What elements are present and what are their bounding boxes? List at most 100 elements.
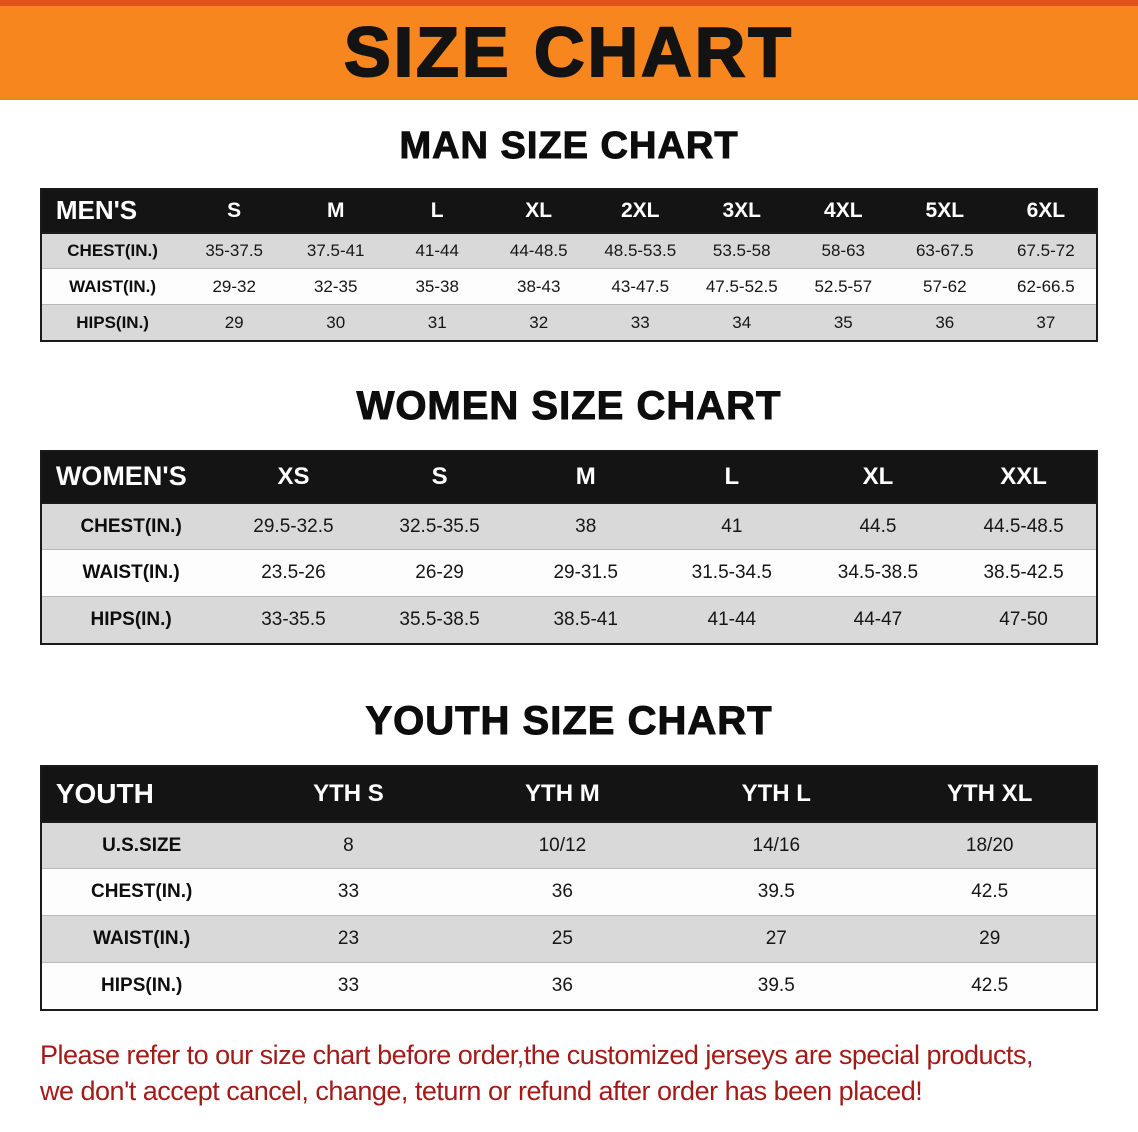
table-title-cell: MEN'S (55, 195, 138, 226)
table-header-row: YOUTH YTH S YTH M YTH L YTH XL (40, 765, 1098, 822)
table-header-row: MEN'S S M L XL 2XL 3XL 4XL 5XL 6XL (40, 188, 1098, 233)
value-cell: 47.5-52.5 (705, 276, 778, 296)
value-cell: 37.5-41 (306, 241, 365, 261)
page-title: SIZE CHART (343, 12, 794, 91)
value-cell: 35.5-38.5 (399, 609, 480, 631)
value-cell: 44.5-48.5 (983, 515, 1064, 537)
row-label-cell: HIPS(IN.) (76, 312, 149, 332)
table-header-row: WOMEN'S XS S M L XL XXL (40, 450, 1098, 503)
man-size-table: MEN'S S M L XL 2XL 3XL 4XL 5XL 6XL CHEST(IN.) 35-37… (39, 187, 1099, 342)
value-cell: 57-62 (923, 276, 967, 296)
value-cell: 38.5-42.5 (983, 562, 1064, 584)
table-row: HIPS(IN.) 29 30 31 32 33 34 35 36 37 (40, 304, 1098, 341)
value-cell: 52.5-57 (814, 276, 873, 296)
row-label-cell: CHEST(IN.) (80, 515, 182, 537)
size-header-cell: L (724, 462, 740, 490)
value-cell: 37 (1036, 312, 1056, 332)
size-header-cell: M (575, 462, 596, 490)
value-cell: 32-35 (313, 276, 358, 296)
value-cell: 23.5-26 (261, 562, 326, 584)
value-cell: 26-29 (415, 562, 464, 584)
table-row: WAIST(IN.) 23.5-26 26-29 29-31.5 31.5-34.5 34… (40, 549, 1098, 597)
table-row: WAIST(IN.) 29-32 32-35 35-38 38-43 43-47.5 47.… (40, 268, 1098, 305)
value-cell: 29.5-32.5 (253, 515, 334, 537)
size-header-cell: 4XL (824, 198, 863, 222)
size-header-cell: YTH XL (947, 779, 1033, 807)
value-cell: 38.5-41 (553, 609, 618, 631)
value-cell: 48.5-53.5 (604, 241, 677, 261)
size-header-cell: L (430, 198, 444, 222)
value-cell: 33 (630, 312, 650, 332)
value-cell: 34 (732, 312, 752, 332)
value-cell: 32 (529, 312, 549, 332)
value-cell: 35-38 (415, 276, 459, 296)
size-header-cell: M (326, 198, 345, 222)
size-header-cell: S (227, 198, 242, 222)
table-row: CHEST(IN.) 29.5-32.5 32.5-35.5 38 41 44.5 44.5… (40, 502, 1098, 550)
value-cell: 39.5 (757, 975, 795, 997)
value-cell: 53.5-58 (712, 241, 771, 261)
value-cell: 29-31.5 (553, 562, 618, 584)
value-cell: 8 (343, 834, 354, 856)
row-label-cell: WAIST(IN.) (69, 276, 157, 296)
value-cell: 41-44 (415, 241, 459, 261)
value-cell: 23 (337, 928, 360, 950)
table-title-cell: WOMEN'S (55, 461, 187, 492)
value-cell: 18/20 (965, 834, 1014, 856)
size-header-cell: 6XL (1026, 198, 1066, 222)
value-cell: 47-50 (999, 609, 1048, 631)
value-cell: 43-47.5 (611, 276, 670, 296)
value-cell: 35 (833, 312, 853, 332)
table-row: HIPS(IN.) 33 36 39.5 42.5 (40, 962, 1098, 1010)
value-cell: 67.5-72 (1017, 241, 1075, 261)
value-cell: 36 (935, 312, 955, 332)
value-cell: 33 (337, 881, 360, 903)
size-header-cell: S (431, 462, 448, 490)
youth-size-section: YOUTH SIZE CHART YOUTH YTH S YTH M YTH L YTH… (0, 698, 1138, 1011)
row-label-cell: CHEST(IN.) (91, 881, 193, 903)
row-label-cell: HIPS(IN.) (101, 975, 183, 997)
size-header-cell: XL (525, 198, 553, 222)
value-cell: 33-35.5 (261, 609, 326, 631)
size-header-cell: YTH M (525, 779, 600, 807)
value-cell: 38 (575, 515, 597, 537)
row-label-cell: CHEST(IN.) (67, 241, 158, 261)
value-cell: 42.5 (971, 975, 1009, 997)
value-cell: 29 (979, 928, 1001, 950)
disclaimer-line-2: we don't accept cancel, change, teturn o… (40, 1075, 923, 1106)
size-header-cell: XL (862, 462, 894, 490)
value-cell: 41 (721, 515, 743, 537)
value-cell: 36 (551, 975, 573, 997)
table-row: HIPS(IN.) 33-35.5 35.5-38.5 38.5-41 41-44 44-… (40, 596, 1098, 644)
value-cell: 35-37.5 (205, 241, 264, 261)
value-cell: 29-32 (212, 276, 256, 296)
women-size-table: WOMEN'S XS S M L XL XXL CHEST(IN.) 29.5-32.5 32.5… (39, 449, 1099, 645)
size-chart-page: SIZE CHART MAN SIZE CHART MEN'S S M L XL 2XL 3… (0, 0, 1138, 1106)
disclaimer-line-1: Please refer to our size chart before or… (40, 1039, 1034, 1070)
row-label-cell: WAIST(IN.) (82, 562, 180, 584)
size-header-cell: XXL (1000, 462, 1047, 490)
value-cell: 32.5-35.5 (399, 515, 480, 537)
row-label-cell: HIPS(IN.) (90, 609, 172, 631)
man-size-heading: MAN SIZE CHART (399, 125, 739, 168)
table-row: WAIST(IN.) 23 25 27 29 (40, 915, 1098, 963)
women-size-section: WOMEN SIZE CHART WOMEN'S XS S M L XL XXL CHEST(… (0, 383, 1138, 645)
value-cell: 62-66.5 (1017, 276, 1075, 296)
women-size-heading: WOMEN SIZE CHART (356, 383, 782, 428)
value-cell: 44.5 (859, 515, 897, 537)
size-header-cell: 5XL (925, 198, 965, 222)
size-header-cell: XS (277, 462, 310, 490)
size-header-cell: 2XL (620, 198, 660, 222)
banner: SIZE CHART (0, 0, 1138, 100)
value-cell: 63-67.5 (915, 241, 974, 261)
youth-size-heading: YOUTH SIZE CHART (365, 698, 773, 743)
table-row: CHEST(IN.) 33 36 39.5 42.5 (40, 868, 1098, 916)
table-row: U.S.SIZE 8 10/12 14/16 18/20 (40, 821, 1098, 869)
value-cell: 41-44 (707, 609, 757, 631)
value-cell: 31 (427, 312, 447, 332)
size-header-cell: 3XL (722, 198, 762, 222)
table-row: CHEST(IN.) 35-37.5 37.5-41 41-44 44-48.5 48.5… (40, 232, 1098, 269)
youth-size-table: YOUTH YTH S YTH M YTH L YTH XL U.S.SIZE 8 10/12… (39, 764, 1099, 1011)
value-cell: 39.5 (757, 881, 795, 903)
value-cell: 30 (326, 312, 346, 332)
